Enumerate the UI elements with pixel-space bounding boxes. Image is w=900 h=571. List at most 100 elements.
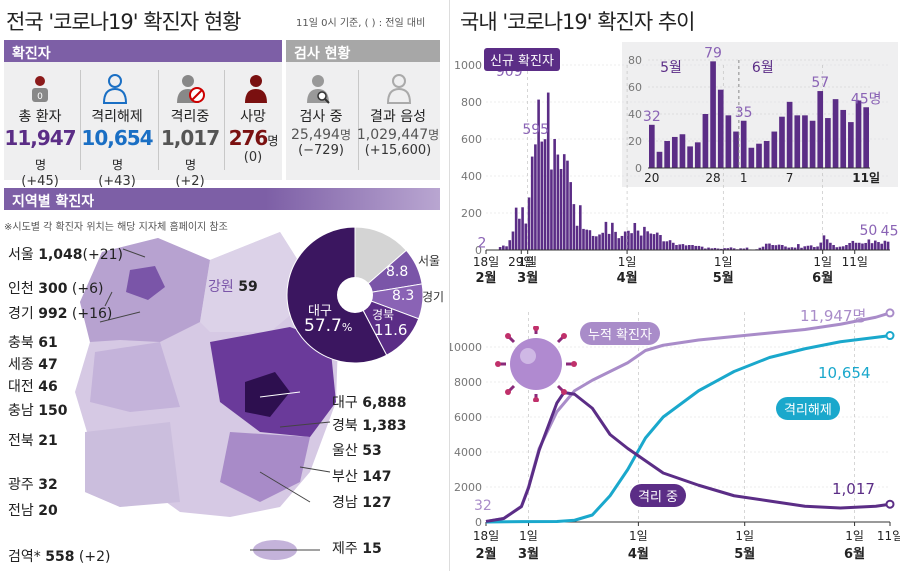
daily-bar [819,242,823,250]
daily-chart-title: 신규 확진자 [484,48,560,71]
pie-label-gyeongbuk-value: 11.6 [374,321,408,339]
x-tick-label: 1일 [813,255,832,269]
daily-bar [845,245,848,250]
region-daegu: 대구 6,888 [332,395,407,411]
daily-bar [780,245,784,250]
daily-bar [806,245,810,250]
daily-bar [582,228,585,250]
daily-bar [668,240,672,250]
svg-text:0: 0 [37,92,43,102]
pie-label-daegu-value: 57.7% [304,316,353,336]
inset-y-tick-label: 0 [635,162,642,175]
x-month-label: 4월 [628,546,649,562]
daily-bar [559,168,563,250]
daily-bar [880,243,883,250]
inset-x-tick-label: 7 [786,171,794,185]
daily-bar [694,245,698,250]
daily-bar [540,141,544,250]
tests-header: 검사 현황 [286,40,440,62]
inset-bar [763,141,770,168]
region-chungnam: 충남 150 [8,403,68,419]
stat-label: 격리해제 [91,109,143,125]
daily-bar [643,226,646,250]
stat-label: 총 환자 [18,109,62,125]
daily-bar [627,230,630,250]
daily-bar [498,247,502,250]
daily-bar [652,234,656,250]
inset-annotation: 45명 [851,91,882,107]
daily-bar [758,247,762,250]
daily-bar [800,247,803,250]
pie-label-daegu: 대구 [308,304,332,319]
stat-change: (+43) [98,174,136,189]
x-month-label: 2월 [475,546,496,562]
x-month-label: 6월 [812,270,833,286]
daily-bar [864,242,867,250]
daily-bar [620,235,624,250]
daily-bar [691,245,694,250]
stat-released: 격리해제 10,654명 (+43) [78,106,156,189]
right-title: 국내 '코로나19' 확진자 추이 [460,10,695,34]
confirmed-header: 확진자 [4,40,282,62]
stat-negative: 결과 음성 1,029,447명 (+15,600) [356,106,440,158]
x-month-label: 3월 [517,270,538,286]
inset-month-label: 5월 [660,60,682,76]
inset-bar [733,131,739,168]
inset-bar [717,89,724,168]
daily-bar [707,247,710,250]
daily-bar [514,207,518,250]
daily-bar [678,244,681,250]
pie-slice [354,226,407,297]
daily-bar [639,235,643,250]
tests-stats-box [286,62,440,180]
region-quarantine: 검역* 558 (+2) [8,549,111,565]
x-tick-label: 1일 [735,529,754,543]
y-tick-label: 1000 [454,59,482,72]
daily-bar [774,245,778,250]
stat-value: 1,017 [160,126,220,150]
daily-bar [546,92,550,250]
pie-label-gyeonggi: 경기 [422,290,445,304]
stat-value: 1,029,447 [356,127,429,143]
x-tick-label: 11일 [877,529,900,543]
regional-header: 지역별 확진자 [12,194,95,210]
daily-bar [883,240,887,250]
series-end-point [885,331,895,341]
daily-bar [848,242,851,250]
daily-bar [841,246,845,250]
daily-bar [502,245,505,250]
daily-bar [575,225,579,250]
daily-bar [777,244,781,250]
inset-month-label: 6월 [752,60,774,76]
daily-bar [598,234,601,250]
inset-bar [702,114,709,168]
inset-bar [649,124,655,168]
daily-bar [527,197,531,250]
inset-y-tick-label: 60 [628,81,642,94]
y-tick-label: 2000 [454,481,482,494]
daily-bar [508,240,512,250]
daily-bar [813,247,816,250]
stat-isolated: 격리중 1,017명 (+2) [158,106,222,189]
inset-bar [809,120,816,168]
daily-bar [851,240,855,250]
stat-label: 결과 음성 [370,109,426,125]
inset-bar [779,116,785,168]
daily-bar [511,231,515,250]
stat-label: 검사 중 [299,109,343,125]
daily-bar [803,246,807,250]
inset-bar [740,120,747,168]
daily-bar [630,233,633,250]
daily-bar [835,247,839,250]
daily-bar [790,247,794,250]
pie-label-gyeonggi-value: 8.3 [392,288,415,304]
inset-annotation: 35 [735,105,753,121]
pie-label-seoul: 서울 [418,254,441,268]
daily-bar [768,243,771,250]
testing-icon [307,75,330,104]
inset-bar [664,141,670,168]
daily-bar [595,236,598,250]
released-icon [102,74,128,104]
inset-bar [671,136,678,168]
daily-bar [797,244,800,250]
